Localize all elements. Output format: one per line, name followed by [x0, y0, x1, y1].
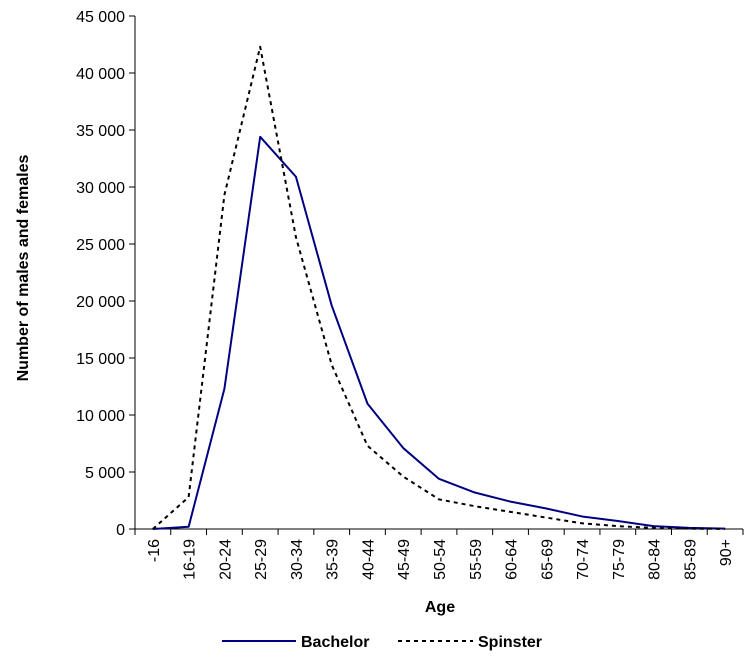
data-point-bachelor [295, 176, 297, 178]
x-tick-label: 16-19 [182, 539, 199, 580]
data-point-spinster [223, 194, 225, 196]
y-tick-label: 35 000 [76, 123, 125, 140]
data-point-spinster [402, 475, 404, 477]
data-point-spinster [152, 528, 154, 530]
data-point-bachelor [223, 388, 225, 390]
x-tick-label: 25-29 [253, 539, 270, 580]
y-tick-label: 15 000 [76, 351, 125, 368]
x-tick-label: 40-44 [360, 539, 377, 580]
series-line-spinster [152, 45, 726, 530]
data-point-spinster [187, 496, 189, 498]
x-axis-title: Age [425, 599, 455, 616]
y-tick-label: 45 000 [76, 9, 125, 26]
x-tick-label: 75-79 [611, 539, 628, 580]
data-point-bachelor [617, 520, 619, 522]
data-point-spinster [652, 527, 654, 529]
data-point-bachelor [402, 447, 404, 449]
x-tick-label: 70-74 [575, 539, 592, 580]
data-point-spinster [545, 516, 547, 518]
legend: Bachelor Spinster [222, 634, 542, 651]
y-tick-label: 5 000 [85, 465, 125, 482]
y-tick-label: 30 000 [76, 180, 125, 197]
data-point-spinster [581, 522, 583, 524]
y-axis-title: Number of males and females [15, 155, 32, 382]
data-point-spinster [259, 46, 261, 48]
data-point-bachelor [581, 515, 583, 517]
data-point-bachelor [366, 402, 368, 404]
data-point-spinster [474, 505, 476, 507]
data-point-spinster [509, 511, 511, 513]
x-tick-label: 35-39 [325, 539, 342, 580]
data-point-spinster [295, 236, 297, 238]
data-point-bachelor [187, 526, 189, 528]
data-point-bachelor [474, 491, 476, 493]
x-tick-label: 60-64 [504, 539, 521, 580]
x-tick-label: 80-84 [647, 539, 664, 580]
data-point-bachelor [438, 478, 440, 480]
x-tick-label: 20-24 [217, 539, 234, 580]
data-point-spinster [617, 525, 619, 527]
series-line-bachelor [152, 135, 726, 530]
legend-label-bachelor: Bachelor [301, 634, 369, 651]
data-point-spinster [331, 364, 333, 366]
data-point-spinster [366, 445, 368, 447]
y-tick-label: 20 000 [76, 294, 125, 311]
x-tick-label: 55-59 [468, 539, 485, 580]
x-tick-label: 65-69 [539, 539, 556, 580]
data-point-bachelor [259, 136, 261, 138]
y-tick-label: 0 [116, 522, 125, 539]
data-point-spinster [688, 527, 690, 529]
legend-label-spinster: Spinster [478, 634, 542, 651]
x-tick-label: 50-54 [432, 539, 449, 580]
x-tick-label: 90+ [718, 539, 735, 566]
y-tick-label: 25 000 [76, 237, 125, 254]
x-tick-label: -16 [146, 539, 163, 562]
data-point-spinster [724, 528, 726, 530]
data-point-bachelor [331, 304, 333, 306]
plot-area: 0 5 000 10 000 15 000 20 000 25 000 30 000 35 0… [76, 9, 744, 580]
x-tick-label: 85-89 [682, 539, 699, 580]
data-point-spinster [438, 498, 440, 500]
y-tick-label: 10 000 [76, 408, 125, 425]
data-point-bachelor [545, 507, 547, 509]
x-tick-label: 45-49 [396, 539, 413, 580]
x-tick-label: 30-34 [289, 539, 306, 580]
data-point-bachelor [509, 500, 511, 502]
y-tick-label: 40 000 [76, 66, 125, 83]
